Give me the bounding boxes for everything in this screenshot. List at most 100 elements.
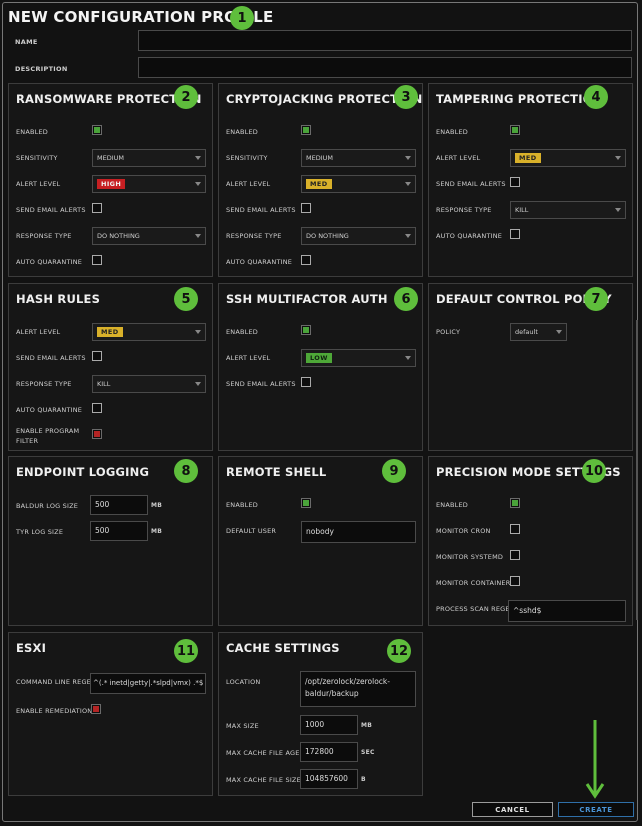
max-cache-file-age-unit: SEC (361, 749, 375, 756)
callout-badge-10: 10 (582, 459, 606, 483)
email-alerts-label: SEND EMAIL ALERTS (226, 380, 296, 388)
callout-badge-3: 3 (394, 85, 418, 109)
ransomware-alert-level-select[interactable]: HIGH (92, 175, 206, 193)
enable-remediation-checkbox[interactable] (91, 704, 101, 714)
baldur-log-size-unit: MB (151, 502, 163, 509)
scrollbar[interactable] (636, 320, 638, 620)
command-line-regex-label: COMMAND LINE REGEX (16, 678, 96, 686)
policy-value: default (515, 328, 538, 336)
cryptojacking-response-select[interactable]: DO NOTHING (301, 227, 416, 245)
monitor-cron-checkbox[interactable] (510, 524, 520, 534)
alert-level-label: ALERT LEVEL (436, 154, 481, 162)
ransomware-email-checkbox[interactable] (92, 203, 102, 213)
callout-badge-6: 6 (394, 287, 418, 311)
callout-badge-5: 5 (174, 287, 198, 311)
description-input[interactable] (138, 57, 632, 78)
hash-email-checkbox[interactable] (92, 351, 102, 361)
precision-enabled-checkbox[interactable] (510, 498, 520, 508)
cryptojacking-email-checkbox[interactable] (301, 203, 311, 213)
cancel-button[interactable]: CANCEL (472, 802, 553, 817)
monitor-containerd-checkbox[interactable] (510, 576, 520, 586)
alert-level-badge: MED (306, 179, 332, 189)
name-input[interactable] (138, 30, 632, 51)
location-line-2: baldur/backup (305, 689, 359, 698)
chevron-down-icon (195, 182, 201, 186)
command-line-regex-input[interactable]: ^(.* inetd|getty|.*slpd|vmx) .*$ (90, 673, 206, 694)
ransomware-title: RANSOMWARE PROTECTION (16, 92, 202, 106)
ssh-alert-level-select[interactable]: LOW (301, 349, 416, 367)
chevron-down-icon (195, 234, 201, 238)
cryptojacking-sensitivity-select[interactable]: MEDIUM (301, 149, 416, 167)
tyr-log-size-input[interactable]: 500 (90, 521, 148, 541)
callout-badge-11: 11 (174, 639, 198, 663)
baldur-log-size-input[interactable]: 500 (90, 495, 148, 515)
endpoint-logging-title: ENDPOINT LOGGING (16, 465, 150, 479)
callout-badge-8: 8 (174, 459, 198, 483)
ssh-email-checkbox[interactable] (301, 377, 311, 387)
cryptojacking-quarantine-checkbox[interactable] (301, 255, 311, 265)
alert-level-badge: MED (515, 153, 541, 163)
tampering-response-select[interactable]: KILL (510, 201, 626, 219)
chevron-down-icon (556, 330, 562, 334)
chevron-down-icon (405, 234, 411, 238)
chevron-down-icon (195, 382, 201, 386)
esxi-panel: ESXI 11 COMMAND LINE REGEX ^(.* inetd|ge… (8, 632, 213, 796)
response-value: DO NOTHING (306, 232, 349, 240)
tampering-enabled-checkbox[interactable] (510, 125, 520, 135)
max-cache-file-age-input[interactable]: 172800 (300, 742, 358, 762)
monitor-containerd-label: MONITOR CONTAINERD (436, 579, 516, 587)
program-filter-label-line2: FILTER (16, 437, 39, 445)
create-button[interactable]: CREATE (558, 802, 634, 817)
ransomware-sensitivity-select[interactable]: MEDIUM (92, 149, 206, 167)
max-cache-file-size-unit: B (361, 776, 366, 783)
process-scan-regex-input[interactable]: ^sshd$ (508, 600, 626, 622)
precision-mode-panel: PRECISION MODE SETTINGS 10 ENABLED MONIT… (428, 456, 633, 626)
tampering-quarantine-checkbox[interactable] (510, 229, 520, 239)
default-user-input[interactable]: nobody (301, 521, 416, 543)
hash-response-select[interactable]: KILL (92, 375, 206, 393)
chevron-down-icon (615, 208, 621, 212)
ssh-mfa-title: SSH MULTIFACTOR AUTH (226, 292, 388, 306)
enabled-label: ENABLED (226, 128, 259, 136)
monitor-systemd-label: MONITOR SYSTEMD (436, 553, 504, 561)
hash-quarantine-checkbox[interactable] (92, 403, 102, 413)
policy-select[interactable]: default (510, 323, 567, 341)
alert-level-label: ALERT LEVEL (16, 328, 61, 336)
response-value: DO NOTHING (97, 232, 140, 240)
tampering-email-checkbox[interactable] (510, 177, 520, 187)
email-alerts-label: SEND EMAIL ALERTS (16, 354, 86, 362)
chevron-down-icon (405, 156, 411, 160)
ssh-mfa-panel: SSH MULTIFACTOR AUTH 6 ENABLED ALERT LEV… (218, 283, 423, 451)
location-input[interactable]: /opt/zerolock/zerolock- baldur/backup (300, 671, 416, 707)
max-size-input[interactable]: 1000 (300, 715, 358, 735)
response-type-label: RESPONSE TYPE (436, 206, 492, 214)
callout-badge-4: 4 (584, 85, 608, 109)
default-user-label: DEFAULT USER (226, 527, 277, 535)
cryptojacking-enabled-checkbox[interactable] (301, 125, 311, 135)
hash-program-filter-checkbox[interactable] (92, 429, 102, 439)
program-filter-label-line1: ENABLE PROGRAM (16, 427, 80, 435)
response-value: KILL (515, 206, 529, 214)
remote-shell-panel: REMOTE SHELL 9 ENABLED DEFAULT USER nobo… (218, 456, 423, 626)
ransomware-enabled-checkbox[interactable] (92, 125, 102, 135)
shell-enabled-checkbox[interactable] (301, 498, 311, 508)
email-alerts-label: SEND EMAIL ALERTS (16, 206, 86, 214)
baldur-log-size-label: BALDUR LOG SIZE (16, 502, 79, 510)
name-label: NAME (15, 38, 38, 46)
max-cache-file-size-input[interactable]: 104857600 (300, 769, 358, 789)
tampering-title: TAMPERING PROTECTION (436, 92, 603, 106)
tyr-log-size-unit: MB (151, 528, 163, 535)
ransomware-quarantine-checkbox[interactable] (92, 255, 102, 265)
response-value: KILL (97, 380, 111, 388)
ssh-enabled-checkbox[interactable] (301, 325, 311, 335)
monitor-systemd-checkbox[interactable] (510, 550, 520, 560)
remote-shell-title: REMOTE SHELL (226, 465, 327, 479)
tampering-alert-level-select[interactable]: MED (510, 149, 626, 167)
hash-alert-level-select[interactable]: MED (92, 323, 206, 341)
ransomware-response-select[interactable]: DO NOTHING (92, 227, 206, 245)
chevron-down-icon (405, 356, 411, 360)
enabled-label: ENABLED (226, 501, 259, 509)
alert-level-badge: HIGH (97, 179, 126, 189)
cryptojacking-alert-level-select[interactable]: MED (301, 175, 416, 193)
alert-level-label: ALERT LEVEL (226, 354, 271, 362)
